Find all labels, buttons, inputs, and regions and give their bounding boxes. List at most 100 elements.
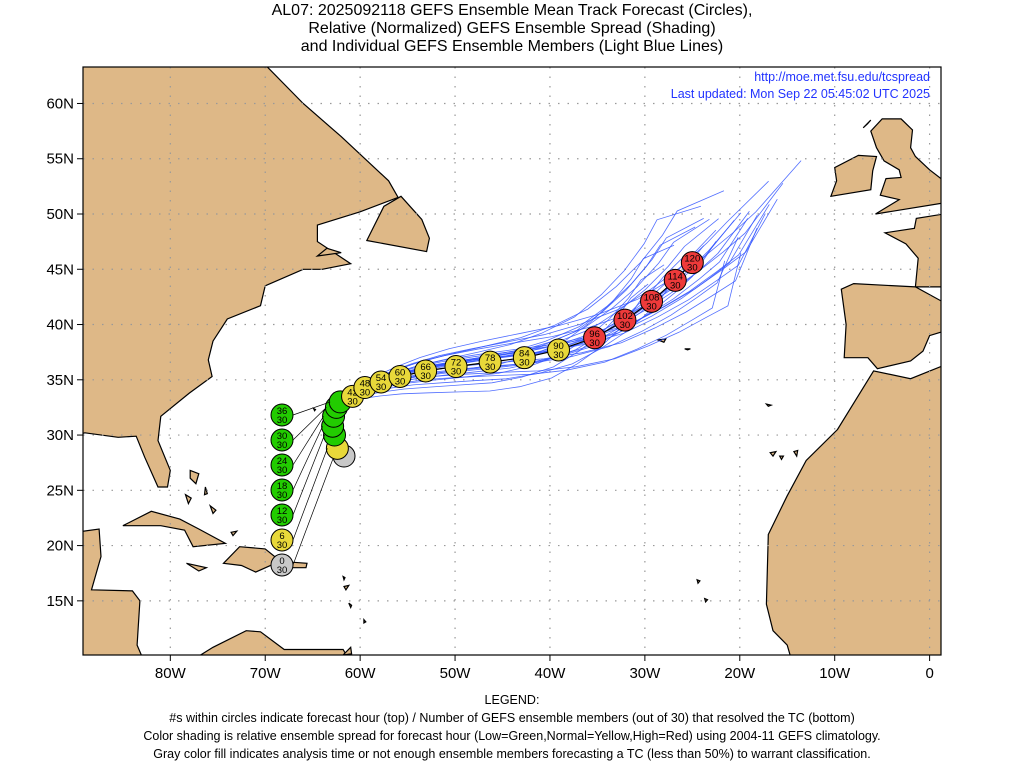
- land-polygon: [83, 528, 142, 655]
- land-polygon: [208, 504, 217, 515]
- y-tick-label: 15N: [46, 593, 74, 610]
- land-polygon: [684, 348, 691, 351]
- member-count-label: 30: [687, 263, 698, 274]
- member-count-label: 30: [420, 371, 431, 382]
- y-tick-label: 30N: [46, 427, 74, 444]
- land-polygon: [870, 118, 941, 215]
- track-circle: [547, 338, 571, 362]
- member-count-label: 30: [277, 515, 288, 526]
- x-tick-label: 10W: [819, 665, 851, 682]
- land-polygon: [203, 486, 209, 496]
- x-tick-label: 60W: [345, 665, 377, 682]
- forecast-hour-label: 48: [360, 379, 371, 390]
- land-polygon: [365, 195, 431, 253]
- legend-line-3: Gray color fill indicates analysis time …: [153, 747, 871, 761]
- member-count-label: 30: [347, 396, 358, 407]
- land-polygon: [189, 469, 200, 485]
- callout-circle: [270, 403, 294, 427]
- forecast-hour-label: 84: [519, 349, 530, 360]
- member-count-label: 30: [277, 565, 288, 576]
- y-tick-label: 35N: [46, 372, 74, 389]
- land-polygon: [883, 213, 941, 288]
- x-tick-label: 40W: [535, 665, 567, 682]
- land-polygon: [122, 510, 228, 548]
- track-circle: [583, 326, 607, 350]
- land-polygon: [792, 449, 799, 458]
- title-line-2: Relative (Normalized) GEFS Ensemble Spre…: [308, 20, 716, 37]
- land-polygon: [199, 630, 348, 655]
- y-tick-label: 60N: [46, 95, 74, 112]
- forecast-hour-label: 54: [376, 373, 387, 384]
- forecast-hour-label: 6: [279, 531, 284, 542]
- callout-circle: [270, 478, 294, 502]
- track-circle: [663, 268, 687, 292]
- member-count-label: 30: [360, 388, 371, 399]
- land-polygon: [315, 247, 342, 257]
- legend-line-1: #s within circles indicate forecast hour…: [169, 711, 855, 725]
- y-tick-label: 55N: [46, 151, 74, 168]
- land-polygon: [342, 575, 346, 582]
- callout-leader-line: [292, 426, 323, 491]
- member-count-label: 30: [451, 367, 462, 378]
- land-polygon: [696, 578, 701, 585]
- land-layer: [83, 67, 941, 655]
- member-count-label: 30: [589, 338, 600, 349]
- member-count-label: 30: [376, 382, 387, 393]
- member-count-label: 30: [277, 490, 288, 501]
- forecast-hour-label: 96: [589, 329, 600, 340]
- forecast-hour-label: 18: [277, 481, 288, 492]
- track-circle: [388, 364, 412, 388]
- ensemble-member-line: [332, 226, 696, 457]
- y-tick-label: 40N: [46, 317, 74, 334]
- title-line-1: AL07: 2025092118 GEFS Ensemble Mean Trac…: [271, 2, 753, 19]
- map-frame: [82, 66, 942, 656]
- y-tick-label: 45N: [46, 261, 74, 278]
- member-count-label: 30: [277, 540, 288, 551]
- land-polygon: [83, 67, 399, 488]
- callout-circle: [270, 528, 294, 552]
- forecast-hour-label: 114: [668, 271, 683, 282]
- callout-leader-line: [292, 407, 327, 441]
- forecast-hour-label: 42: [347, 387, 358, 398]
- track-circle: [478, 350, 502, 374]
- forecast-hour-label: 12: [277, 506, 288, 517]
- y-tick-label: 20N: [46, 538, 74, 555]
- callout-leader-line: [292, 448, 328, 541]
- x-tick-label: 70W: [250, 665, 282, 682]
- land-polygon: [363, 617, 367, 624]
- land-polygon: [765, 365, 941, 655]
- track-circle: [512, 346, 536, 370]
- land-polygon: [312, 407, 317, 412]
- y-tick-label: 50N: [46, 206, 74, 223]
- land-polygon: [829, 154, 878, 198]
- x-tick-label: 0: [925, 665, 933, 682]
- land-polygon: [655, 338, 667, 343]
- member-count-label: 30: [277, 440, 288, 451]
- ensemble-member-line: [332, 214, 758, 457]
- land-polygon: [778, 455, 785, 461]
- legend-line-2: Color shading is relative ensemble sprea…: [143, 729, 881, 743]
- callout-circle: [270, 453, 294, 477]
- land-polygon: [703, 597, 709, 604]
- track-circle: [444, 355, 468, 379]
- member-count-label: 30: [485, 362, 496, 373]
- x-tick-label: 50W: [440, 665, 472, 682]
- mean-track: 0306301230183024303030363042304830543060…: [270, 251, 704, 577]
- callout-leader-line: [292, 455, 335, 566]
- land-polygon: [184, 493, 192, 506]
- track-circle: [414, 359, 438, 383]
- ensemble-member-line: [332, 219, 735, 457]
- source-url[interactable]: http://moe.met.fsu.edu/tcspread: [754, 70, 930, 84]
- callout-circle: [270, 503, 294, 527]
- callout-leader-line: [292, 434, 325, 516]
- forecast-hour-label: 72: [451, 358, 462, 369]
